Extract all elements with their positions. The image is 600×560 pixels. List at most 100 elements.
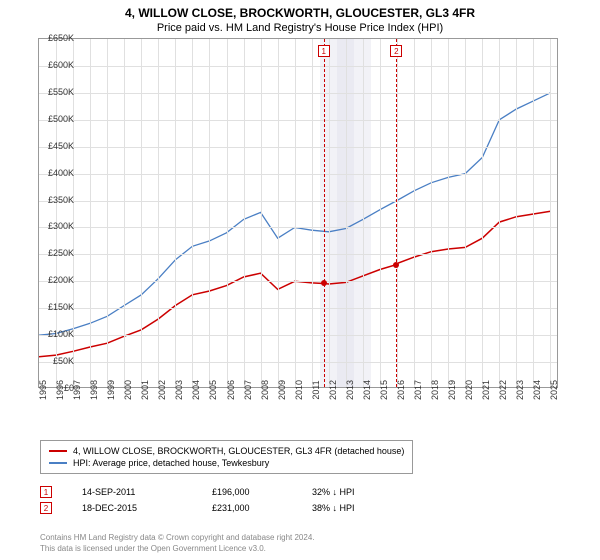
gridline-vertical xyxy=(141,39,142,387)
x-tick-label: 2002 xyxy=(157,380,167,400)
gridline-vertical xyxy=(414,39,415,387)
sales-table: 114-SEP-2011£196,00032% ↓ HPI218-DEC-201… xyxy=(40,484,402,516)
y-tick-label: £650K xyxy=(48,33,74,43)
x-tick-label: 2010 xyxy=(294,380,304,400)
x-tick-label: 2004 xyxy=(191,380,201,400)
sale-marker: 2 xyxy=(390,45,402,57)
x-tick-label: 2016 xyxy=(396,380,406,400)
gridline-horizontal xyxy=(39,281,557,282)
gridline-vertical xyxy=(209,39,210,387)
sale-diff: 38% ↓ HPI xyxy=(312,503,402,513)
footer-text: Contains HM Land Registry data © Crown c… xyxy=(40,533,315,554)
plot-area: 12 xyxy=(38,38,558,388)
chart-lines xyxy=(39,39,559,389)
x-tick-label: 2003 xyxy=(174,380,184,400)
x-tick-label: 2023 xyxy=(515,380,525,400)
x-tick-label: 2012 xyxy=(328,380,338,400)
x-tick-label: 1999 xyxy=(106,380,116,400)
gridline-vertical xyxy=(448,39,449,387)
gridline-horizontal xyxy=(39,254,557,255)
x-tick-label: 1998 xyxy=(89,380,99,400)
gridline-vertical xyxy=(346,39,347,387)
x-tick-label: 2019 xyxy=(447,380,457,400)
gridline-vertical xyxy=(124,39,125,387)
x-tick-label: 2015 xyxy=(379,380,389,400)
x-tick-label: 2009 xyxy=(277,380,287,400)
legend-label: 4, WILLOW CLOSE, BROCKWORTH, GLOUCESTER,… xyxy=(73,446,404,456)
legend-swatch xyxy=(49,462,67,464)
gridline-vertical xyxy=(329,39,330,387)
gridline-vertical xyxy=(107,39,108,387)
sale-dot xyxy=(321,280,327,286)
page-subtitle: Price paid vs. HM Land Registry's House … xyxy=(0,20,600,38)
x-tick-label: 2005 xyxy=(208,380,218,400)
legend-swatch xyxy=(49,450,67,452)
y-tick-label: £450K xyxy=(48,141,74,151)
x-tick-label: 2018 xyxy=(430,380,440,400)
gridline-vertical xyxy=(158,39,159,387)
y-tick-label: £250K xyxy=(48,248,74,258)
gridline-vertical xyxy=(278,39,279,387)
y-tick-label: £500K xyxy=(48,114,74,124)
x-tick-label: 2001 xyxy=(140,380,150,400)
sale-price: £196,000 xyxy=(212,487,282,497)
sale-guide-line xyxy=(396,39,397,387)
gridline-vertical xyxy=(295,39,296,387)
x-tick-label: 1996 xyxy=(55,380,65,400)
gridline-vertical xyxy=(431,39,432,387)
gridline-vertical xyxy=(533,39,534,387)
sales-row: 218-DEC-2015£231,00038% ↓ HPI xyxy=(40,500,402,516)
y-tick-label: £550K xyxy=(48,87,74,97)
x-tick-label: 2011 xyxy=(311,380,321,399)
x-tick-label: 2020 xyxy=(464,380,474,400)
sale-dot xyxy=(393,262,399,268)
x-tick-label: 1995 xyxy=(38,380,48,400)
gridline-vertical xyxy=(312,39,313,387)
sale-marker: 1 xyxy=(318,45,330,57)
legend-item: HPI: Average price, detached house, Tewk… xyxy=(49,457,404,469)
x-tick-label: 2006 xyxy=(226,380,236,400)
gridline-vertical xyxy=(380,39,381,387)
footer-line2: This data is licensed under the Open Gov… xyxy=(40,544,315,554)
gridline-vertical xyxy=(363,39,364,387)
sale-guide-line xyxy=(324,39,325,387)
gridline-horizontal xyxy=(39,335,557,336)
footer-line1: Contains HM Land Registry data © Crown c… xyxy=(40,533,315,543)
sales-row: 114-SEP-2011£196,00032% ↓ HPI xyxy=(40,484,402,500)
y-tick-label: £300K xyxy=(48,221,74,231)
gridline-vertical xyxy=(482,39,483,387)
gridline-vertical xyxy=(465,39,466,387)
y-tick-label: £600K xyxy=(48,60,74,70)
sale-date: 18-DEC-2015 xyxy=(82,503,182,513)
gridline-horizontal xyxy=(39,174,557,175)
gridline-vertical xyxy=(244,39,245,387)
gridline-vertical xyxy=(516,39,517,387)
page-title: 4, WILLOW CLOSE, BROCKWORTH, GLOUCESTER,… xyxy=(0,0,600,20)
sale-price: £231,000 xyxy=(212,503,282,513)
legend-box: 4, WILLOW CLOSE, BROCKWORTH, GLOUCESTER,… xyxy=(40,440,413,474)
sale-date: 14-SEP-2011 xyxy=(82,487,182,497)
y-tick-label: £100K xyxy=(48,329,74,339)
gridline-vertical xyxy=(192,39,193,387)
y-tick-label: £150K xyxy=(48,302,74,312)
x-tick-label: 2013 xyxy=(345,380,355,400)
gridline-horizontal xyxy=(39,93,557,94)
gridline-horizontal xyxy=(39,308,557,309)
gridline-horizontal xyxy=(39,227,557,228)
sale-diff: 32% ↓ HPI xyxy=(312,487,402,497)
legend-item: 4, WILLOW CLOSE, BROCKWORTH, GLOUCESTER,… xyxy=(49,445,404,457)
legend-label: HPI: Average price, detached house, Tewk… xyxy=(73,458,269,468)
gridline-vertical xyxy=(550,39,551,387)
x-tick-label: 2021 xyxy=(481,380,491,400)
gridline-horizontal xyxy=(39,66,557,67)
gridline-vertical xyxy=(227,39,228,387)
gridline-vertical xyxy=(261,39,262,387)
y-tick-label: £200K xyxy=(48,275,74,285)
y-tick-label: £50K xyxy=(53,356,74,366)
x-tick-label: 2017 xyxy=(413,380,423,400)
chart-area: 12 £0£50K£100K£150K£200K£250K£300K£350K£… xyxy=(38,38,598,408)
y-tick-label: £350K xyxy=(48,195,74,205)
x-tick-label: 1997 xyxy=(72,380,82,400)
y-tick-label: £400K xyxy=(48,168,74,178)
gridline-vertical xyxy=(175,39,176,387)
